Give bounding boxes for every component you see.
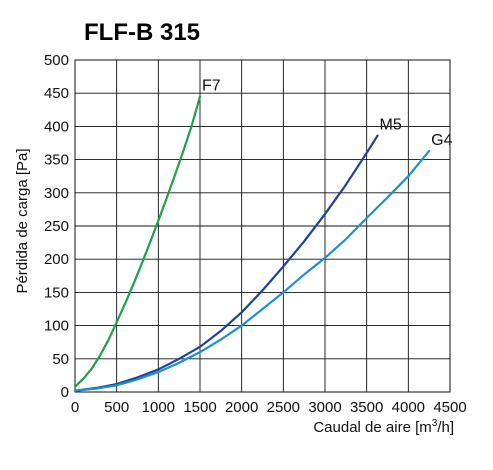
x-tick-label: 0 <box>71 399 79 416</box>
x-tick-label: 500 <box>104 399 129 416</box>
y-axis-label: Pérdida de carga [Pa] <box>14 148 31 293</box>
x-tick-label: 2000 <box>225 399 258 416</box>
x-tick-label: 4500 <box>433 399 466 416</box>
series-label-g4: G4 <box>431 132 452 149</box>
x-tick-label: 4000 <box>392 399 425 416</box>
y-tick-label: 300 <box>44 185 69 202</box>
y-tick-label: 400 <box>44 118 69 135</box>
x-tick-label: 1500 <box>183 399 216 416</box>
series-layer: F7 M5 G4 <box>73 78 453 392</box>
plot-frame <box>74 59 451 393</box>
y-tick-label: 100 <box>44 318 69 335</box>
y-tick-label: 350 <box>44 152 69 169</box>
x-axis-label-text: Caudal de aire [m <box>313 419 431 436</box>
y-tick-label: 0 <box>61 384 69 401</box>
y-tick-label: 250 <box>44 218 69 235</box>
series-line-m5 <box>73 134 379 392</box>
series-label-m5: M5 <box>380 117 402 134</box>
y-tick-label: 200 <box>44 251 69 268</box>
x-tick-label: 3000 <box>308 399 341 416</box>
chart-title: FLF-B 315 <box>84 19 200 46</box>
y-tick-label: 500 <box>44 52 69 69</box>
x-axis-label-exponent: 3 <box>432 418 438 429</box>
y-ticks: 0 50 100 150 200 250 300 350 400 450 500 <box>44 52 69 401</box>
grid <box>74 59 451 393</box>
x-tick-label: 1000 <box>142 399 175 416</box>
y-tick-label: 150 <box>44 284 69 301</box>
y-tick-label: 50 <box>52 351 69 368</box>
x-tick-label: 2500 <box>267 399 300 416</box>
x-ticks: 0 500 1000 1500 2000 2500 3000 3500 4000 4500 <box>71 399 467 416</box>
x-tick-label: 3500 <box>350 399 383 416</box>
x-axis-label-unit: /h] <box>437 419 454 436</box>
x-axis-label: Caudal de aire [m3/h] <box>313 418 454 436</box>
series-line-f7 <box>73 95 202 388</box>
y-tick-label: 450 <box>44 85 69 102</box>
series-line-g4 <box>73 149 431 392</box>
series-label-f7: F7 <box>202 78 221 95</box>
